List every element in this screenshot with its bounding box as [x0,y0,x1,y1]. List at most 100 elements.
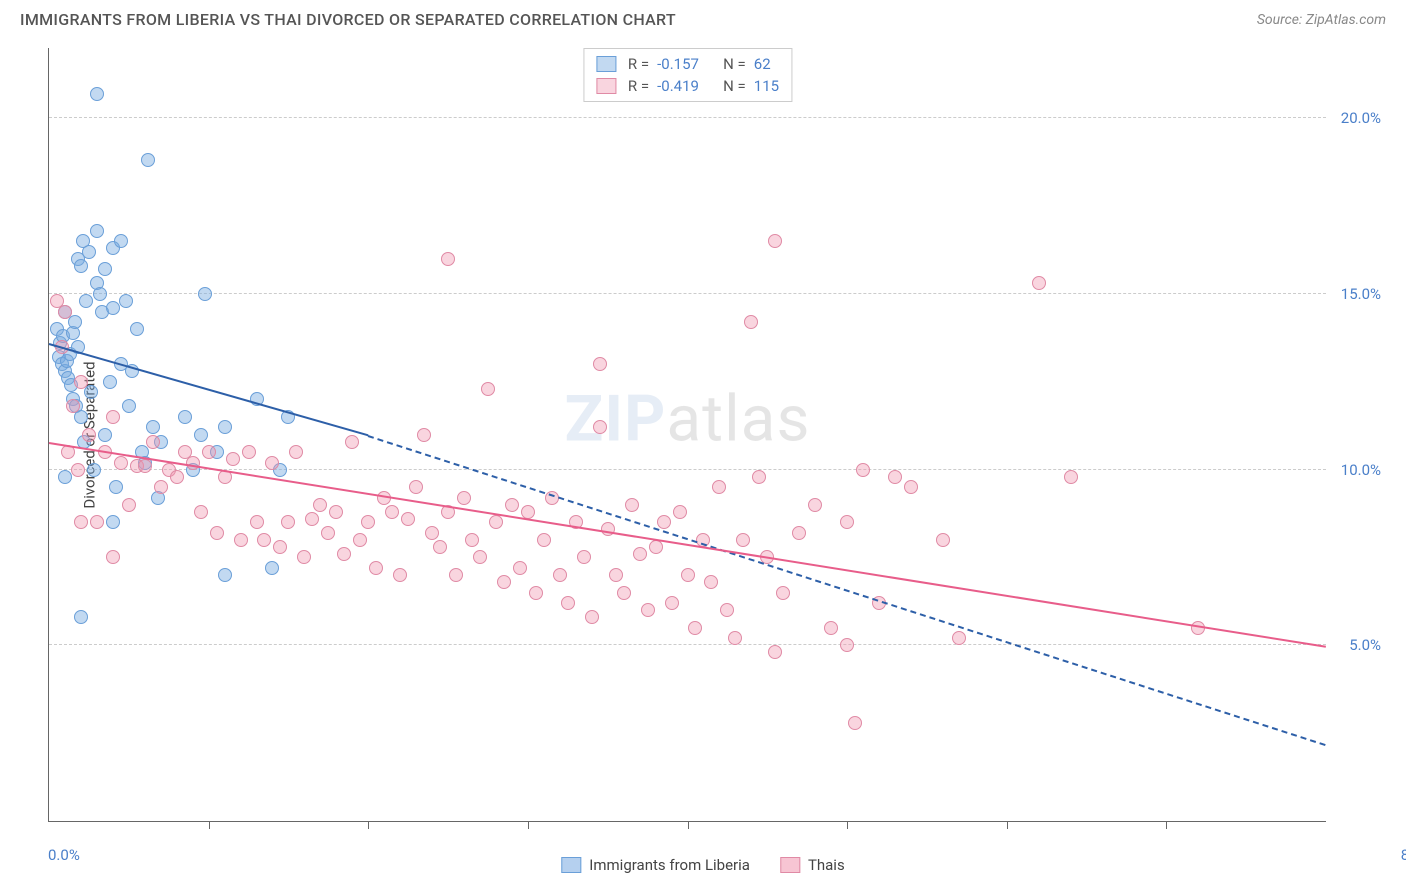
data-point [768,645,782,659]
data-point [1032,276,1046,290]
y-tick-label: 10.0% [1341,461,1381,479]
data-point [888,470,902,484]
data-point [74,375,88,389]
legend-label-2: Thais [808,856,845,874]
data-point [393,568,407,582]
data-point [90,515,104,529]
data-point [792,526,806,540]
n-label: N = [723,55,746,73]
legend-label-1: Immigrants from Liberia [589,856,750,874]
data-point [385,505,399,519]
data-point [473,550,487,564]
data-point [337,547,351,561]
data-point [194,428,208,442]
legend-swatch-icon [780,857,800,873]
data-point [649,540,663,554]
data-point [103,375,117,389]
data-point [657,515,671,529]
data-point [93,287,107,301]
data-point [401,512,415,526]
data-point [82,428,96,442]
data-point [218,420,232,434]
correlation-row-2: R = -0.419 N = 115 [596,75,779,97]
correlation-row-1: R = -0.157 N = 62 [596,53,779,75]
data-point [952,631,966,645]
watermark-bold: ZIP [565,382,667,457]
data-point [936,533,950,547]
data-point [633,547,647,561]
data-point [537,533,551,547]
data-point [90,87,104,101]
data-point [433,540,447,554]
series-legend: Immigrants from Liberia Thais [561,856,844,874]
n-value-2: 115 [754,77,779,95]
data-point [84,385,98,399]
data-point [497,575,511,589]
data-point [87,463,101,477]
legend-swatch-1 [596,56,616,72]
data-point [824,621,838,635]
data-point [154,480,168,494]
data-point [529,586,543,600]
data-point [178,410,192,424]
data-point [90,224,104,238]
data-point [665,596,679,610]
data-point [122,498,136,512]
legend-swatch-2 [596,78,616,94]
source-attribution: Source: ZipAtlas.com [1257,12,1386,28]
y-tick-label: 5.0% [1349,636,1381,654]
data-point [273,540,287,554]
data-point [74,610,88,624]
data-point [313,498,327,512]
y-tick-label: 15.0% [1341,285,1381,303]
data-point [712,480,726,494]
data-point [106,410,120,424]
x-tick [368,821,369,829]
data-point [58,470,72,484]
data-point [776,586,790,600]
plot-wrap: Divorced or Separated ZIPatlas R = -0.15… [48,48,1386,822]
source-label: Source: [1257,12,1306,28]
watermark: ZIPatlas [565,382,811,457]
legend-item-1: Immigrants from Liberia [561,856,750,874]
data-point [141,153,155,167]
data-point [114,234,128,248]
data-point [720,603,734,617]
data-point [106,515,120,529]
data-point [122,399,136,413]
source-value: ZipAtlas.com [1306,12,1386,28]
data-point [625,498,639,512]
data-point [409,480,423,494]
x-tick [528,821,529,829]
data-point [297,550,311,564]
data-point [688,621,702,635]
data-point [281,515,295,529]
data-point [1064,470,1078,484]
data-point [345,435,359,449]
data-point [840,515,854,529]
trend-line-extrapolated [368,435,1326,746]
data-point [71,463,85,477]
data-point [752,470,766,484]
data-point [369,561,383,575]
data-point [465,533,479,547]
r-value-2: -0.419 [657,77,707,95]
data-point [146,435,160,449]
data-point [321,526,335,540]
data-point [242,445,256,459]
data-point [119,294,133,308]
data-point [109,480,123,494]
data-point [210,526,224,540]
data-point [202,445,216,459]
data-point [130,322,144,336]
data-point [68,315,82,329]
data-point [146,420,160,434]
r-label: R = [628,55,649,73]
y-tick-label: 20.0% [1341,109,1381,127]
data-point [489,515,503,529]
r-value-1: -0.157 [657,55,707,73]
gridline [49,644,1326,645]
data-point [904,480,918,494]
data-point [106,550,120,564]
data-point [585,610,599,624]
